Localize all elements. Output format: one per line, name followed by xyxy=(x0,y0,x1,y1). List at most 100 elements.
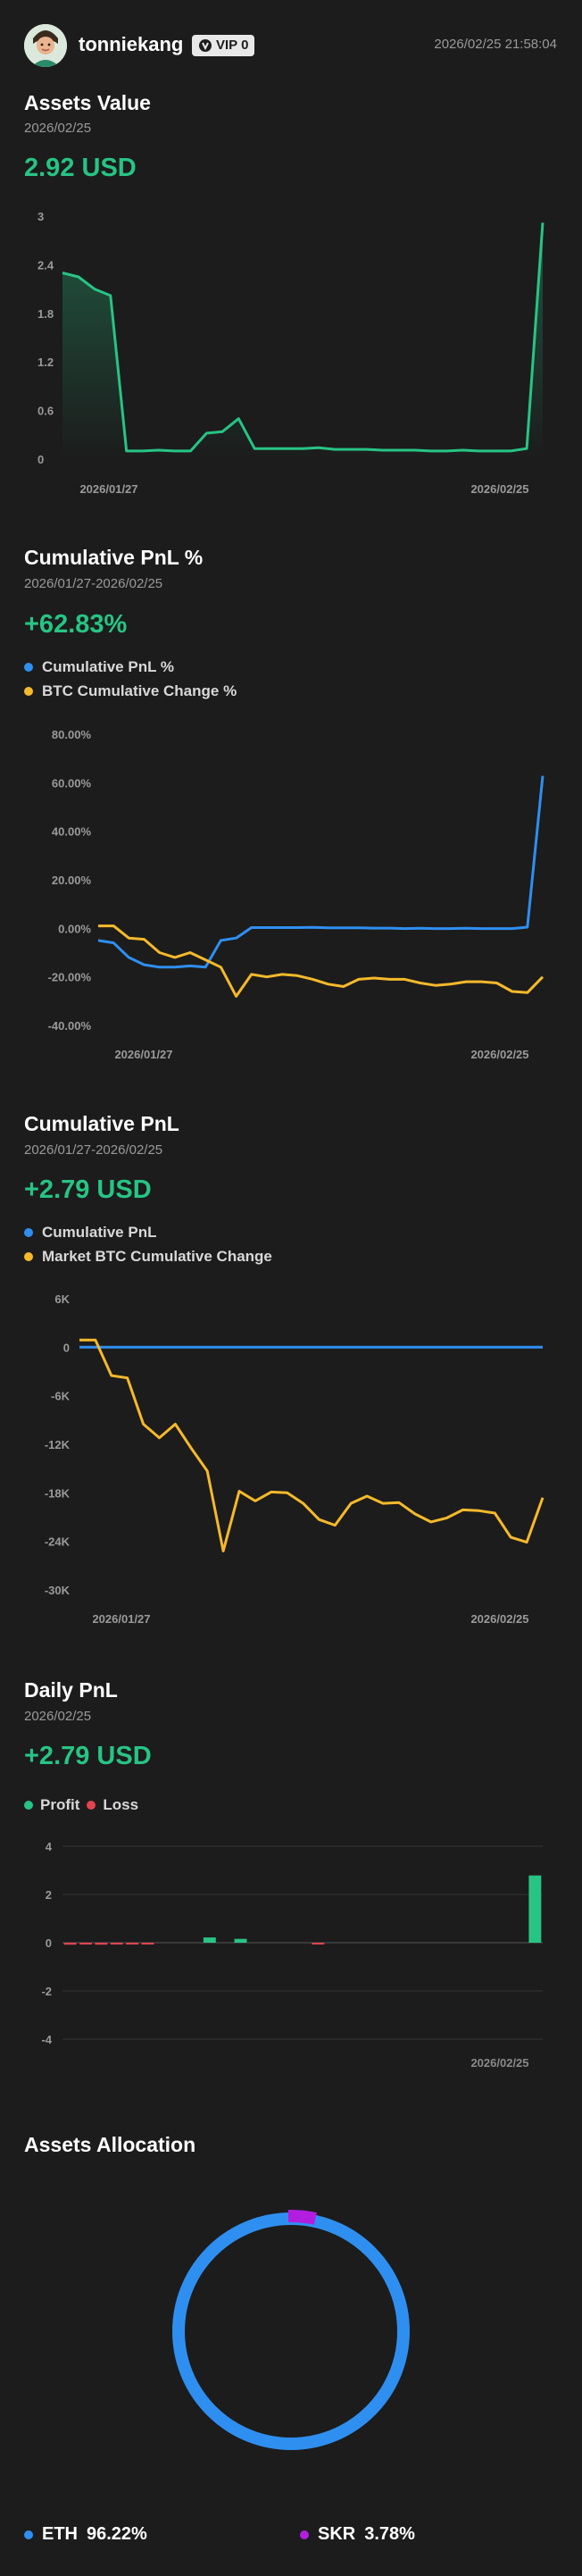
cum-pnl-range: 2026/01/27-2026/02/25 xyxy=(24,1142,163,1158)
legend-dot xyxy=(24,1228,33,1237)
x-tick-label: 2026/02/25 xyxy=(470,482,528,496)
assets-value-chart: 0 0.6 1.2 1.8 2.4 3 2026/01/27 2026/02/25 xyxy=(37,210,545,496)
legend-label: Cumulative PnL % xyxy=(42,658,174,675)
y-tick-label: -2 xyxy=(41,1985,52,1998)
y-tick-label: -40.00% xyxy=(48,1019,92,1033)
legend-dot-profit xyxy=(24,1801,33,1810)
legend-dot xyxy=(24,687,33,696)
series-area xyxy=(62,222,543,460)
y-tick-label: -6K xyxy=(51,1390,71,1403)
username: tonniekang xyxy=(79,33,184,55)
y-tick-label: 0 xyxy=(63,1341,70,1354)
y-tick-label: -20.00% xyxy=(48,971,92,984)
cum-pnl-pct-title: Cumulative PnL % xyxy=(24,546,204,569)
legend-dot xyxy=(24,1252,33,1261)
series-line-2 xyxy=(79,1338,545,1552)
daily-pnl-bar xyxy=(110,1943,123,1945)
cum-pnl-pct-amount: +62.83% xyxy=(24,610,128,639)
y-tick-label: -4 xyxy=(41,2033,52,2046)
daily-pnl-bar xyxy=(95,1943,108,1945)
assets-value-date: 2026/02/25 xyxy=(24,121,92,136)
legend-dot-loss xyxy=(87,1801,96,1810)
y-tick-label: -18K xyxy=(45,1486,71,1500)
avatar-image xyxy=(24,24,67,67)
cum-pnl-title: Cumulative PnL xyxy=(24,1112,179,1135)
allocation-legend-eth: ETH 96.22% xyxy=(24,2524,147,2545)
x-tick-label: 2026/02/25 xyxy=(470,1612,528,1626)
assets-value-title: Assets Value xyxy=(24,91,151,114)
daily-pnl-legend: Profit Loss xyxy=(24,1796,138,1814)
asset-name: ETH xyxy=(42,2524,78,2544)
x-tick-label: 2026/02/25 xyxy=(470,2056,528,2070)
y-tick-label: 1.2 xyxy=(37,355,54,369)
daily-pnl-bar xyxy=(126,1943,139,1945)
daily-pnl-bar xyxy=(203,1937,216,1943)
legend-label-profit: Profit xyxy=(40,1796,80,1813)
y-tick-label: 6K xyxy=(54,1292,70,1306)
daily-pnl-date: 2026/02/25 xyxy=(24,1709,92,1724)
legend-item-cum-pnl-pct: Cumulative PnL % xyxy=(24,658,174,676)
daily-pnl-amount: +2.79 USD xyxy=(24,1742,152,1770)
cum-pnl-pct-range: 2026/01/27-2026/02/25 xyxy=(24,576,163,591)
series-line-1 xyxy=(97,775,545,969)
daily-pnl-title: Daily PnL xyxy=(24,1678,118,1702)
legend-item-cum-pnl: Cumulative PnL xyxy=(24,1224,156,1242)
y-tick-label: 0 xyxy=(37,453,44,466)
cum-pnl-chart: -30K -24K -18K -12K -6K 0 6K 2026/01/27 2026/02/… xyxy=(45,1292,545,1626)
series-line-2 xyxy=(98,924,545,998)
y-tick-label: 20.00% xyxy=(52,874,92,887)
y-tick-label: 40.00% xyxy=(52,825,92,839)
vip-label: VIP 0 xyxy=(216,38,249,53)
asset-pct: 3.78% xyxy=(364,2524,415,2544)
y-tick-label: 0.00% xyxy=(58,922,91,935)
y-tick-label: 3 xyxy=(37,210,44,223)
x-tick-label: 2026/02/25 xyxy=(470,1048,528,1061)
daily-pnl-bar xyxy=(528,1875,542,1943)
allocation-donut-chart xyxy=(172,2210,410,2450)
x-tick-label: 2026/01/27 xyxy=(92,1612,150,1626)
allocation-title: Assets Allocation xyxy=(24,2133,196,2156)
y-tick-label: 2 xyxy=(46,1888,52,1902)
legend-label: Cumulative PnL xyxy=(42,1224,157,1241)
cum-pnl-pct-chart: -40.00% -20.00% 0.00% 20.00% 40.00% 60.00% 80.… xyxy=(48,728,545,1061)
daily-pnl-bar xyxy=(63,1943,77,1945)
x-tick-label: 2026/01/27 xyxy=(114,1048,172,1061)
y-tick-label: 4 xyxy=(46,1840,53,1853)
legend-dot xyxy=(24,2530,33,2539)
legend-label: Market BTC Cumulative Change xyxy=(42,1248,272,1265)
daily-pnl-bar xyxy=(234,1938,247,1943)
y-tick-label: -30K xyxy=(45,1584,71,1597)
series-line-1 xyxy=(62,222,545,453)
daily-pnl-bar xyxy=(312,1943,325,1945)
y-tick-label: 2.4 xyxy=(37,258,54,272)
vip-badge: VIP 0 xyxy=(192,35,255,56)
y-tick-label: -24K xyxy=(45,1535,71,1549)
vip-icon xyxy=(199,39,212,52)
legend-item-btc-change-pct: BTC Cumulative Change % xyxy=(24,682,237,700)
donut-slice-eth xyxy=(172,2212,410,2450)
donut-slice-skr xyxy=(287,2210,317,2225)
daily-pnl-chart: -4 -2 0 2 4 2026/02/25 xyxy=(41,1840,543,2070)
y-tick-label: -12K xyxy=(45,1438,71,1451)
legend-label: BTC Cumulative Change % xyxy=(42,682,237,699)
x-tick-label: 2026/01/27 xyxy=(79,482,137,496)
daily-pnl-bar xyxy=(141,1943,154,1945)
timestamp: 2026/02/25 21:58:04 xyxy=(434,37,557,52)
legend-dot xyxy=(300,2530,309,2539)
assets-value-amount: 2.92 USD xyxy=(24,154,137,182)
allocation-legend-skr: SKR 3.78% xyxy=(300,2524,415,2545)
y-tick-label: 0.6 xyxy=(37,405,54,418)
avatar[interactable] xyxy=(24,24,67,67)
asset-name: SKR xyxy=(318,2524,356,2544)
y-tick-label: 60.00% xyxy=(52,776,92,790)
legend-dot xyxy=(24,663,33,672)
y-tick-label: 0 xyxy=(46,1936,52,1950)
asset-pct: 96.22% xyxy=(87,2524,147,2544)
cum-pnl-amount: +2.79 USD xyxy=(24,1175,152,1204)
daily-pnl-bar xyxy=(79,1943,92,1945)
legend-label-loss: Loss xyxy=(103,1796,139,1813)
y-tick-label: 1.8 xyxy=(37,307,54,321)
y-tick-label: 80.00% xyxy=(52,728,92,741)
legend-item-market-btc: Market BTC Cumulative Change xyxy=(24,1248,272,1266)
